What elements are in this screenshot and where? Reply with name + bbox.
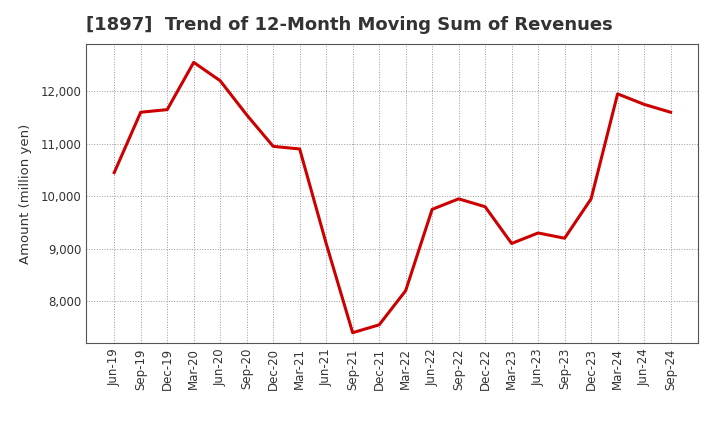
Text: [1897]  Trend of 12-Month Moving Sum of Revenues: [1897] Trend of 12-Month Moving Sum of R… <box>86 16 613 34</box>
Y-axis label: Amount (million yen): Amount (million yen) <box>19 124 32 264</box>
